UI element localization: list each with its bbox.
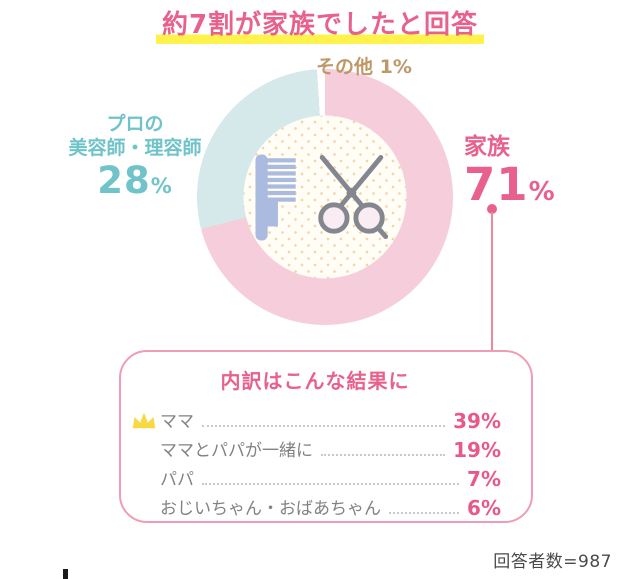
page-title: 約7割が家族でしたと回答 — [0, 4, 640, 44]
breakdown-box: 内訳はこんな結果に ママ 39% ママとパパが一緒に 19% パパ 7% おじい… — [119, 350, 533, 523]
dotted-leader — [202, 483, 460, 485]
other-value: 1 — [379, 56, 393, 78]
breakdown-header: 内訳はこんな結果に — [220, 369, 410, 393]
title-highlighted-text: 約7割が家族でしたと回答 — [155, 10, 485, 44]
other-name: その他 — [316, 56, 374, 78]
row-value: 39% — [453, 409, 501, 433]
connector-dot — [487, 204, 497, 214]
breakdown-row: ママとパパが一緒に 19% — [129, 432, 501, 461]
family-percentage: 71% — [464, 157, 556, 211]
other-unit: % — [392, 56, 412, 78]
family-name: 家族 — [464, 134, 510, 160]
row-value: 7% — [467, 467, 501, 491]
dotted-leader — [202, 425, 446, 427]
dotted-leader — [321, 454, 446, 456]
row-value: 6% — [467, 496, 501, 520]
scissors-icon — [318, 154, 389, 239]
row-value: 19% — [453, 438, 501, 462]
row-label: パパ — [160, 469, 194, 490]
row-label: おじいちゃん・おばあちゃん — [160, 498, 381, 519]
breakdown-row: パパ 7% — [129, 461, 501, 490]
dotted-leader — [389, 512, 460, 514]
slice-label-pro: プロの 美容師・理容師 28% — [40, 113, 230, 201]
comb-icon — [255, 154, 296, 240]
crown-icon — [129, 411, 160, 432]
breakdown-row: ママ 39% — [129, 403, 501, 432]
donut-center — [243, 115, 407, 279]
row-label: ママ — [160, 411, 194, 432]
crop-artifact — [63, 569, 68, 579]
row-label: ママとパパが一緒に — [160, 440, 313, 461]
respondents-count: 回答者数=987 — [493, 552, 612, 572]
pro-name-line2: 美容師・理容師 — [68, 136, 202, 159]
row-icon-spacer — [129, 488, 160, 490]
pro-percentage: 28% — [97, 158, 173, 202]
breakdown-row: おじいちゃん・おばあちゃん 6% — [129, 490, 501, 519]
pro-name-line1: プロの — [106, 113, 164, 135]
slice-label-family: 家族 71% — [464, 134, 556, 207]
row-icon-spacer — [129, 517, 160, 519]
donut-chart — [197, 69, 453, 325]
row-icon-spacer — [129, 459, 160, 461]
slice-label-other: その他 1% — [316, 52, 412, 79]
connector-line — [491, 212, 493, 351]
